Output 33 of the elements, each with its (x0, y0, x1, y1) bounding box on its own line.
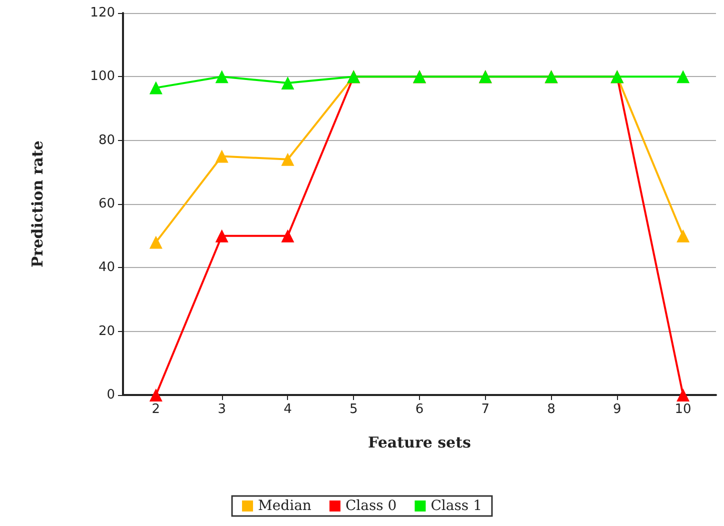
x-tick-label: 5 (349, 402, 358, 417)
x-tick-label: 2 (152, 402, 160, 417)
point (676, 70, 690, 84)
y-tick-label: 0 (106, 388, 115, 402)
x-tick-label: 10 (674, 402, 692, 417)
y-tick-label: 100 (90, 69, 115, 84)
point (281, 76, 294, 90)
point (676, 388, 690, 402)
point (215, 229, 228, 242)
point (676, 229, 690, 242)
x-tick-label: 8 (547, 402, 556, 417)
legend-label: Median (258, 498, 312, 514)
y-tick-label: 60 (98, 196, 115, 212)
point (149, 388, 162, 402)
point (281, 152, 294, 166)
y-tick-label: 120 (90, 6, 115, 20)
legend-label: Class 0 (345, 498, 397, 514)
point (149, 236, 162, 249)
x-tick-label: 6 (415, 402, 424, 417)
x-axis-title: Feature sets (368, 434, 471, 452)
y-tick-label: 40 (98, 260, 115, 276)
y-axis-title: Prediction rate (28, 140, 46, 268)
legend-label: Class 1 (430, 498, 482, 514)
x-tick-label: 4 (284, 402, 292, 417)
point (215, 70, 228, 84)
y-tick-label: 80 (98, 132, 115, 148)
point (215, 150, 228, 163)
x-tick-label: 3 (218, 402, 226, 417)
x-tick-label: 9 (613, 402, 622, 417)
point (149, 81, 162, 94)
y-tick-label: 20 (98, 324, 115, 339)
point (281, 229, 294, 242)
x-tick-label: 7 (481, 402, 490, 417)
